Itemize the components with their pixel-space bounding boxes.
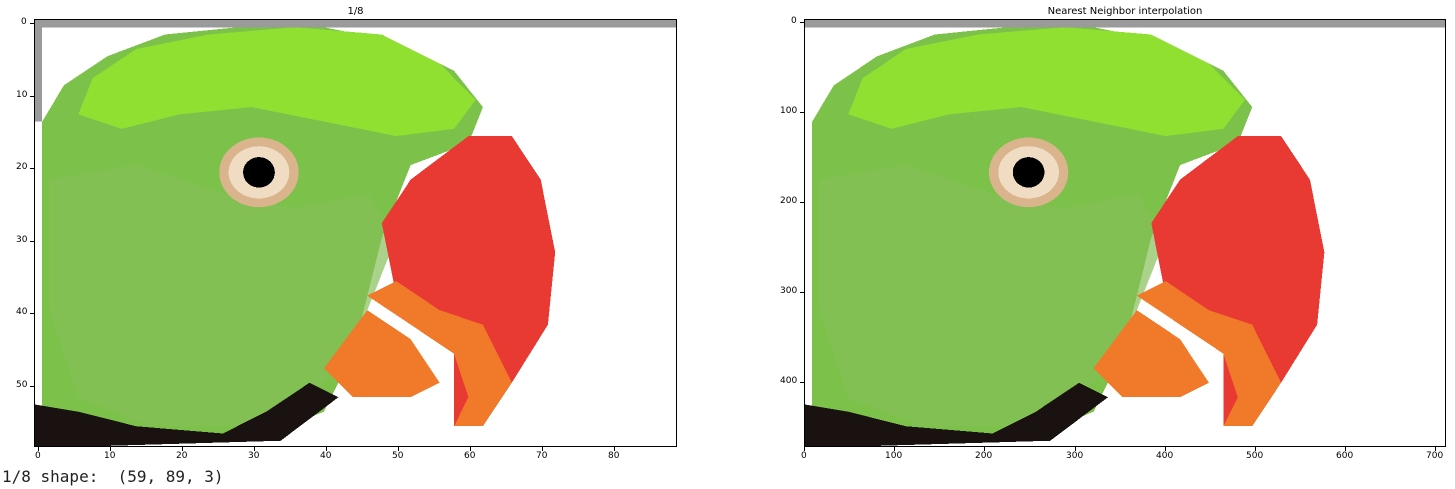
right-y-tick: 300	[780, 286, 798, 296]
right-y-tick: 0	[791, 16, 797, 26]
left-x-tick: 50	[392, 451, 404, 461]
parrot-image-upscaled	[805, 20, 1445, 446]
right-image-frame	[804, 19, 1446, 447]
left-y-tick: 50	[16, 380, 28, 390]
left-image-frame	[34, 19, 677, 447]
output-value: (59, 89, 3)	[117, 467, 224, 486]
right-x-tick: 600	[1336, 451, 1354, 461]
right-y-tick: 400	[780, 376, 798, 386]
right-x-tick: 300	[1066, 451, 1084, 461]
right-plot-title: Nearest Neighbor interpolation	[1047, 6, 1203, 17]
left-x-tick: 60	[464, 451, 476, 461]
right-x-tick: 200	[975, 451, 993, 461]
right-x-tick: 0	[801, 451, 807, 461]
output-label: 1/8 shape:	[2, 467, 99, 486]
right-y-tick: 200	[780, 196, 798, 206]
right-x-tick: 700	[1426, 451, 1444, 461]
left-x-tick: 70	[536, 451, 548, 461]
left-x-tick: 40	[320, 451, 332, 461]
left-x-tick: 0	[35, 451, 41, 461]
left-x-tick: 30	[248, 451, 260, 461]
left-y-tick: 30	[16, 235, 28, 245]
parrot-image	[35, 20, 676, 446]
left-y-tick: 40	[16, 307, 28, 317]
left-x-tick: 80	[608, 451, 620, 461]
left-y-tick: 10	[16, 90, 28, 100]
right-x-tick: 400	[1156, 451, 1174, 461]
left-y-tick: 0	[21, 17, 27, 27]
left-x-tick: 20	[176, 451, 188, 461]
left-plot-title: 1/8	[347, 6, 364, 17]
right-y-tick: 100	[780, 106, 798, 116]
left-y-tick: 20	[16, 162, 28, 172]
right-x-tick: 100	[885, 451, 903, 461]
left-x-tick: 10	[104, 451, 116, 461]
right-x-tick: 500	[1246, 451, 1264, 461]
console-output: 1/8 shape: (59, 89, 3)	[2, 467, 224, 486]
